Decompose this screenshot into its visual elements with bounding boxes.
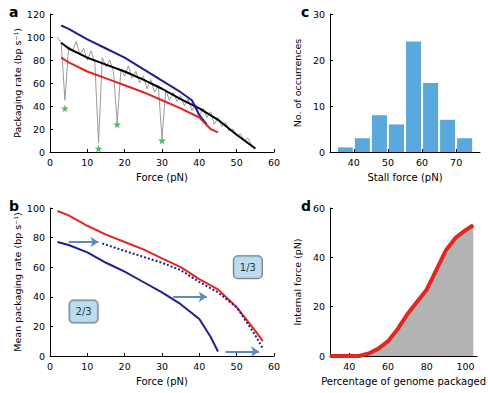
- svg-text:80: 80: [421, 361, 433, 372]
- svg-text:Force (pN): Force (pN): [136, 172, 188, 183]
- svg-text:40: 40: [193, 157, 205, 168]
- svg-text:Packaging rate (bp s⁻¹): Packaging rate (bp s⁻¹): [12, 28, 23, 138]
- svg-text:80: 80: [33, 55, 45, 66]
- svg-text:c: c: [301, 4, 309, 20]
- svg-text:50: 50: [382, 157, 394, 168]
- svg-text:20: 20: [313, 55, 325, 66]
- svg-text:40: 40: [343, 361, 355, 372]
- svg-text:20: 20: [119, 361, 131, 372]
- svg-text:50: 50: [231, 157, 243, 168]
- svg-text:0: 0: [319, 147, 325, 158]
- svg-text:50: 50: [231, 361, 243, 372]
- svg-text:40: 40: [33, 291, 45, 302]
- svg-text:100: 100: [27, 32, 45, 43]
- svg-text:70: 70: [450, 157, 462, 168]
- svg-text:0: 0: [47, 157, 53, 168]
- svg-text:100: 100: [27, 203, 45, 214]
- svg-text:30: 30: [156, 361, 168, 372]
- svg-text:40: 40: [313, 252, 325, 263]
- svg-text:0: 0: [39, 351, 45, 362]
- svg-text:60: 60: [313, 203, 325, 214]
- svg-text:Force (pN): Force (pN): [136, 376, 188, 387]
- svg-text:20: 20: [313, 301, 325, 312]
- svg-text:60: 60: [268, 157, 280, 168]
- svg-text:60: 60: [416, 157, 428, 168]
- svg-text:Internal force (pN): Internal force (pN): [292, 238, 303, 325]
- svg-text:60: 60: [382, 361, 394, 372]
- svg-text:Percentage of genome packaged: Percentage of genome packaged: [321, 376, 486, 387]
- svg-text:20: 20: [33, 124, 45, 135]
- svg-text:80: 80: [33, 232, 45, 243]
- svg-text:30: 30: [156, 157, 168, 168]
- svg-text:Mean packaging rate (bp s⁻¹): Mean packaging rate (bp s⁻¹): [12, 212, 23, 351]
- svg-text:10: 10: [81, 157, 93, 168]
- svg-text:0: 0: [47, 361, 53, 372]
- svg-text:Stall force (pN): Stall force (pN): [367, 172, 442, 183]
- svg-text:30: 30: [313, 9, 325, 20]
- svg-text:60: 60: [33, 262, 45, 273]
- svg-text:40: 40: [348, 157, 360, 168]
- svg-text:120: 120: [27, 9, 45, 20]
- svg-text:d: d: [301, 198, 311, 214]
- svg-text:a: a: [9, 4, 18, 20]
- svg-text:60: 60: [268, 361, 280, 372]
- svg-text:100: 100: [456, 361, 474, 372]
- svg-text:20: 20: [33, 321, 45, 332]
- svg-text:20: 20: [119, 157, 131, 168]
- svg-text:0: 0: [39, 147, 45, 158]
- svg-text:No. of occurrences: No. of occurrences: [292, 39, 303, 128]
- svg-text:0: 0: [319, 351, 325, 362]
- svg-text:1/3: 1/3: [240, 262, 256, 273]
- svg-text:40: 40: [33, 101, 45, 112]
- svg-text:60: 60: [33, 78, 45, 89]
- svg-text:10: 10: [313, 101, 325, 112]
- svg-text:b: b: [9, 198, 19, 214]
- svg-text:40: 40: [193, 361, 205, 372]
- svg-text:2/3: 2/3: [76, 306, 92, 317]
- svg-text:10: 10: [81, 361, 93, 372]
